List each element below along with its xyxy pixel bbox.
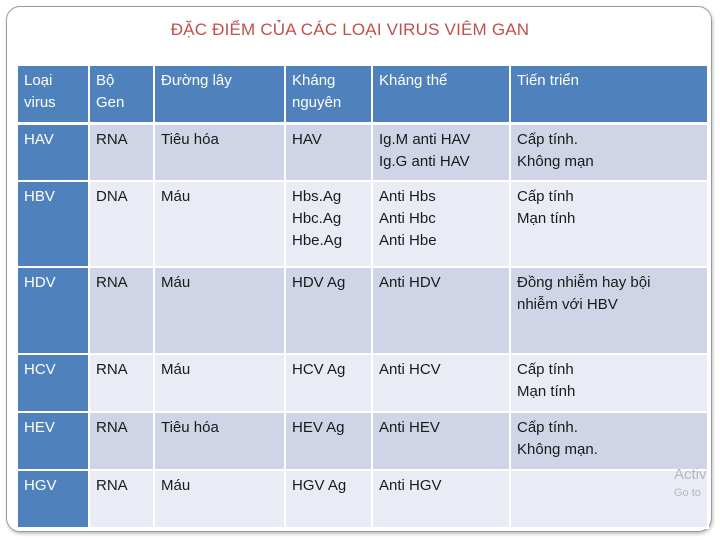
activation-watermark: Activ Go to (674, 466, 707, 499)
table-row: HCV RNA Máu HCV Ag Anti HCV Cấp tính Mạn tính (16, 353, 709, 413)
antibody-cell: Anti HCV (371, 353, 511, 413)
progress-cell (509, 469, 709, 529)
antibody-cell: Anti Hbs Anti Hbc Anti Hbe (371, 180, 511, 268)
antibody-cell: Ig.M anti HAV Ig.G anti HAV (371, 122, 511, 182)
antigen-cell: HGV Ag (284, 469, 373, 529)
table-row: HEV RNA Tiêu hóa HEV Ag Anti HEV Cấp tính. Khô… (16, 411, 709, 471)
slide-title: ĐẶC ĐIỂM CỦA CÁC LOẠI VIRUS VIÊM GAN (170, 20, 530, 39)
gen-cell: DNA (88, 180, 155, 268)
antigen-cell: HAV (284, 122, 373, 182)
virus-cell: HEV (16, 411, 90, 471)
header-virus: Loại virus (16, 64, 90, 125)
route-cell: Máu (153, 469, 286, 529)
progress-cell: Cấp tính Mạn tính (509, 180, 709, 268)
antibody-cell: Anti HGV (371, 469, 511, 529)
gen-cell: RNA (88, 266, 155, 355)
header-gen: Bộ Gen (88, 64, 155, 125)
header-progress: Tiến triển (509, 64, 709, 125)
progress-cell: Cấp tính Mạn tính (509, 353, 709, 413)
route-cell: Tiêu hóa (153, 122, 286, 182)
progress-cell: Cấp tính. Không mạn. (509, 411, 709, 471)
table-row: HGV RNA Máu HGV Ag Anti HGV (16, 469, 709, 529)
antigen-cell: HDV Ag (284, 266, 373, 355)
gen-cell: RNA (88, 469, 155, 529)
progress-cell: Đồng nhiễm hay bội nhiễm với HBV (509, 266, 709, 355)
table-row: HDV RNA Máu HDV Ag Anti HDV Đồng nhiễm hay bộ… (16, 266, 709, 355)
virus-cell: HBV (16, 180, 90, 268)
virus-cell: HCV (16, 353, 90, 413)
route-cell: Máu (153, 180, 286, 268)
route-cell: Máu (153, 353, 286, 413)
virus-cell: HAV (16, 122, 90, 182)
progress-cell: Cấp tính. Không mạn (509, 122, 709, 182)
virus-cell: HDV (16, 266, 90, 355)
route-cell: Tiêu hóa (153, 411, 286, 471)
antigen-cell: HEV Ag (284, 411, 373, 471)
antibody-cell: Anti HDV (371, 266, 511, 355)
gen-cell: RNA (88, 122, 155, 182)
gen-cell: RNA (88, 353, 155, 413)
table-row: HBV DNA Máu Hbs.Ag Hbc.Ag Hbe.Ag Anti Hbs Anti … (16, 180, 709, 268)
route-cell: Máu (153, 266, 286, 355)
virus-cell: HGV (16, 469, 90, 529)
header-antibody: Kháng thể (371, 64, 511, 125)
antibody-cell: Anti HEV (371, 411, 511, 471)
table-header-row: Loại virus Bộ Gen Đường lây Kháng nguyên Kh… (16, 64, 709, 125)
virus-table: Loại virus Bộ Gen Đường lây Kháng nguyên Kh… (16, 64, 709, 529)
header-antigen: Kháng nguyên (284, 64, 373, 125)
slide-frame (6, 6, 712, 532)
header-route: Đường lây (153, 64, 286, 125)
antigen-cell: HCV Ag (284, 353, 373, 413)
antigen-cell: Hbs.Ag Hbc.Ag Hbe.Ag (284, 180, 373, 268)
gen-cell: RNA (88, 411, 155, 471)
table-row: HAV RNA Tiêu hóa HAV Ig.M anti HAV Ig.G anti … (16, 122, 709, 182)
